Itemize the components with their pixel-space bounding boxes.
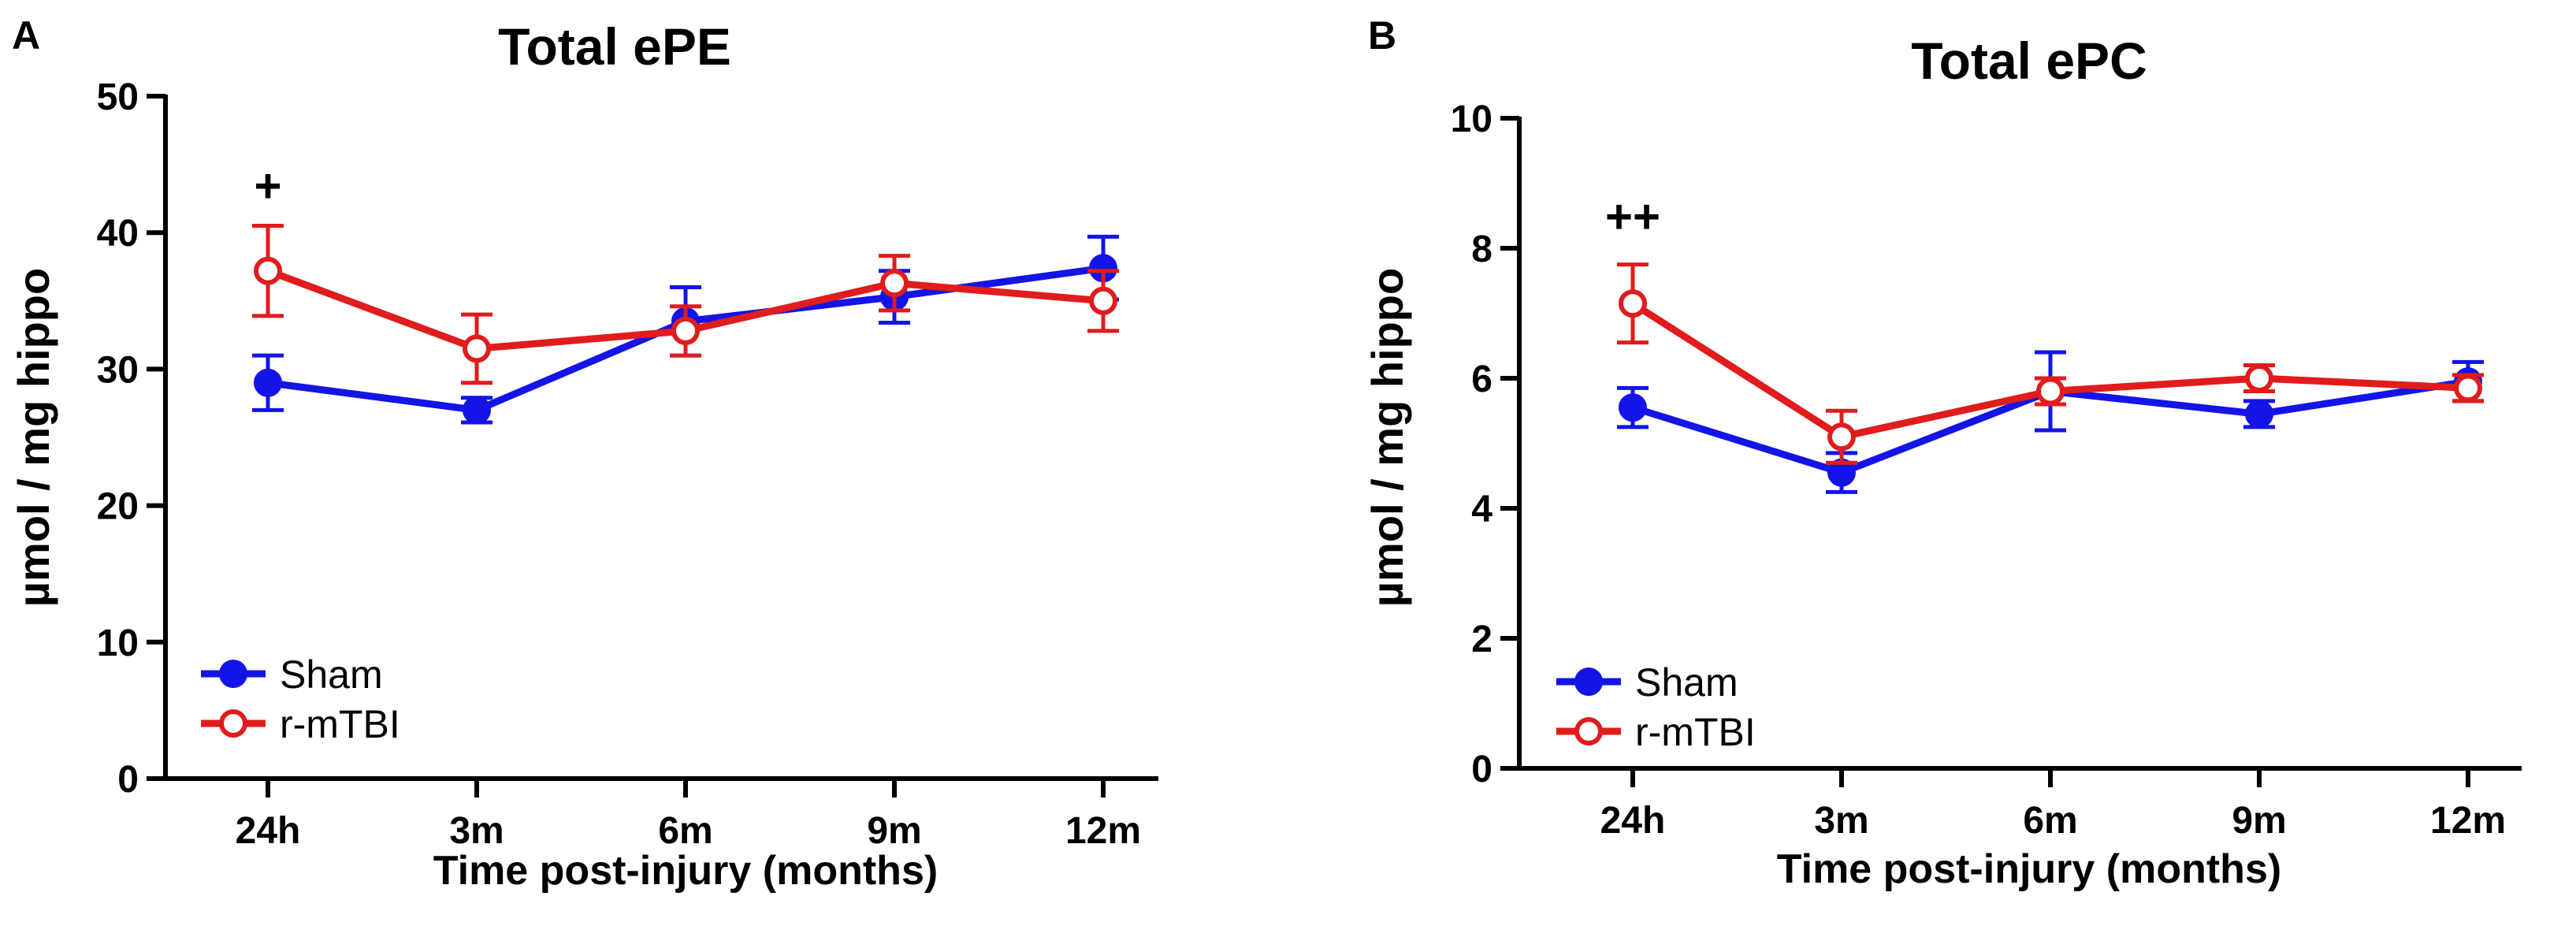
y-tick-label: 6 bbox=[1471, 359, 1492, 400]
x-tick-label: 9m bbox=[867, 810, 921, 852]
data-point bbox=[254, 368, 282, 397]
x-tick-label: 24h bbox=[236, 810, 301, 852]
legend-label: Sham bbox=[1635, 660, 1738, 705]
legend-marker bbox=[219, 709, 247, 738]
y-axis-label: µmol / mg hippo bbox=[1362, 268, 1412, 607]
y-tick-label: 8 bbox=[1471, 229, 1492, 270]
legend-item: r-mTBI bbox=[201, 702, 400, 746]
panel-letter: B bbox=[1368, 13, 1396, 58]
y-tick-label: 10 bbox=[1451, 99, 1492, 140]
y-tick-label: 2 bbox=[1471, 619, 1492, 660]
x-tick-label: 12m bbox=[1065, 810, 1141, 852]
significance-marker: + bbox=[254, 160, 281, 213]
x-tick-label: 3m bbox=[1814, 800, 1868, 842]
legend-item: r-mTBI bbox=[1556, 710, 1756, 754]
chart-title: Total ePC bbox=[1911, 32, 2147, 90]
data-point bbox=[880, 269, 909, 298]
legend-marker bbox=[1574, 667, 1603, 696]
legend-label: r-mTBI bbox=[1635, 710, 1756, 754]
x-tick-label: 6m bbox=[2023, 800, 2077, 842]
data-point bbox=[1619, 289, 1647, 318]
x-tick-label: 3m bbox=[449, 810, 504, 852]
x-tick-label: 12m bbox=[2430, 800, 2506, 842]
chart-panel-b: B Total ePC 0 2 4 6 8 10 24h 3m 6m 9m 12m Time post-i… bbox=[1362, 13, 2522, 892]
y-tick-label: 4 bbox=[1471, 489, 1492, 530]
x-axis-label: Time post-injury (months) bbox=[1777, 846, 2281, 892]
chart-title: Total ePE bbox=[498, 17, 731, 76]
y-tick-label: 10 bbox=[97, 623, 139, 664]
y-tick-label: 0 bbox=[117, 759, 139, 801]
legend-label: Sham bbox=[280, 653, 383, 697]
data-point bbox=[1089, 286, 1117, 315]
data-point bbox=[254, 256, 282, 285]
data-point bbox=[671, 316, 700, 345]
legend-marker bbox=[1574, 717, 1603, 746]
data-point bbox=[2245, 400, 2273, 429]
legend-marker bbox=[219, 660, 247, 688]
y-tick-label: 40 bbox=[97, 213, 139, 255]
data-point bbox=[1827, 422, 1856, 452]
y-tick-label: 0 bbox=[1471, 749, 1492, 790]
data-point bbox=[2454, 374, 2482, 403]
panel-letter: A bbox=[12, 13, 40, 58]
y-tick-label: 20 bbox=[97, 486, 139, 528]
y-axis-label: µmol / mg hippo bbox=[9, 268, 58, 607]
data-point bbox=[463, 334, 491, 363]
data-point bbox=[463, 396, 491, 425]
y-tick-label: 30 bbox=[97, 349, 139, 391]
series-r-mtbi bbox=[1617, 262, 2484, 465]
significance-marker: ++ bbox=[1605, 191, 1660, 244]
x-axis-label: Time post-injury (months) bbox=[433, 848, 938, 894]
x-tick-label: 6m bbox=[658, 810, 712, 852]
data-point bbox=[2036, 377, 2065, 406]
x-tick-label: 9m bbox=[2232, 800, 2286, 842]
data-point bbox=[1619, 393, 1647, 422]
x-tick-label: 24h bbox=[1600, 800, 1666, 842]
data-point bbox=[2245, 364, 2273, 392]
legend-item: Sham bbox=[1556, 660, 1738, 705]
y-tick-label: 50 bbox=[97, 76, 139, 118]
legend-label: r-mTBI bbox=[280, 702, 400, 746]
series-r-mtbi bbox=[252, 224, 1119, 385]
chart-panel-a: A Total ePE 0 10 20 30 40 50 24h 3m 6m 9m 12m Time po… bbox=[9, 13, 1158, 894]
legend-item: Sham bbox=[201, 653, 383, 697]
